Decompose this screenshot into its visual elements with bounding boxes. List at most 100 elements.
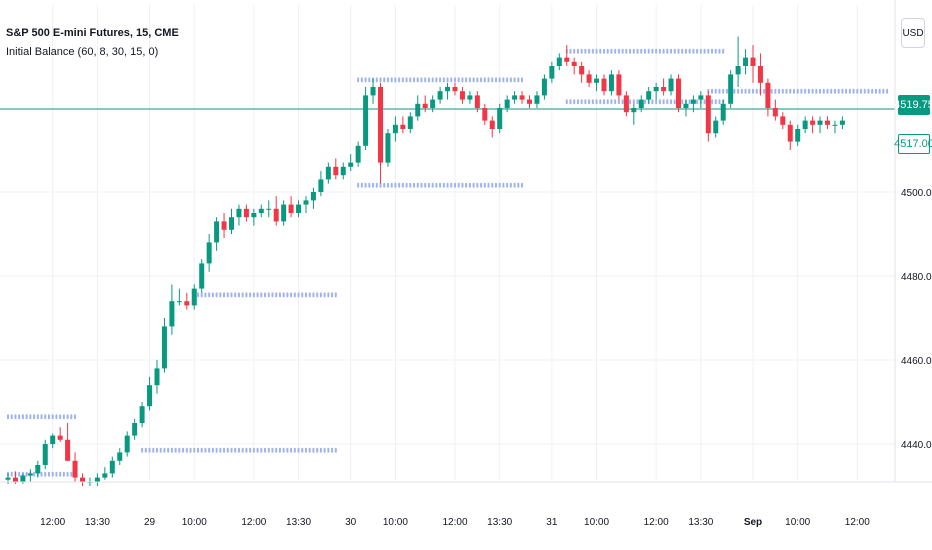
ib-dot bbox=[219, 447, 222, 453]
ib-dot bbox=[833, 88, 836, 94]
ib-dot bbox=[21, 414, 24, 420]
ib-dot bbox=[610, 48, 613, 54]
candle-body bbox=[713, 120, 719, 134]
ib-dot bbox=[431, 77, 434, 83]
ib-dot bbox=[375, 182, 378, 188]
ib-dot bbox=[357, 182, 360, 188]
candle-body bbox=[161, 326, 167, 369]
ib-dot bbox=[580, 99, 583, 105]
ib-dot bbox=[18, 471, 21, 477]
x-tick-label: 12:00 bbox=[40, 517, 65, 528]
ib-dot bbox=[804, 88, 807, 94]
ib-dot bbox=[245, 292, 248, 298]
ib-dot bbox=[472, 182, 475, 188]
ib-dot bbox=[364, 182, 367, 188]
candle-body bbox=[370, 87, 376, 96]
ib-dot bbox=[33, 471, 36, 477]
ib-dot bbox=[457, 77, 460, 83]
y-tick-label: 4460.00 bbox=[901, 356, 932, 367]
symbol-legend-title[interactable]: S&P 500 E-mini Futures, 15, CME bbox=[6, 27, 179, 39]
ib-dot bbox=[301, 292, 304, 298]
ib-dot bbox=[513, 182, 516, 188]
ib-dot bbox=[364, 77, 367, 83]
ib-dot bbox=[595, 48, 598, 54]
ib-dot bbox=[271, 292, 274, 298]
ib-dot bbox=[278, 292, 281, 298]
ib-dot bbox=[487, 182, 490, 188]
current-price-label: 4517.00 bbox=[894, 134, 932, 154]
candle-body bbox=[154, 368, 160, 386]
ib-dot bbox=[47, 471, 50, 477]
ib-dot bbox=[141, 447, 144, 453]
ib-dot bbox=[848, 88, 851, 94]
ib-dot bbox=[837, 88, 840, 94]
candle-body bbox=[184, 301, 190, 306]
candle-body bbox=[42, 444, 48, 465]
candle-body bbox=[139, 406, 145, 423]
ib-dot bbox=[420, 182, 423, 188]
ib-dot bbox=[617, 99, 620, 105]
ib-dot bbox=[319, 447, 322, 453]
candle-body bbox=[273, 208, 279, 222]
ib-dot bbox=[264, 447, 267, 453]
ib-dot bbox=[200, 447, 203, 453]
ib-dot bbox=[144, 447, 147, 453]
candle-body bbox=[206, 242, 212, 264]
ib-dot bbox=[211, 447, 214, 453]
ib-dot bbox=[614, 99, 617, 105]
ib-dot bbox=[517, 77, 520, 83]
ib-dot bbox=[401, 182, 404, 188]
candle-body bbox=[243, 208, 249, 218]
ib-dot bbox=[386, 182, 389, 188]
ib-dot bbox=[357, 77, 360, 83]
ib-dot bbox=[819, 88, 822, 94]
ib-dot bbox=[200, 292, 203, 298]
ib-dot bbox=[416, 182, 419, 188]
ib-dot bbox=[487, 77, 490, 83]
ib-dot bbox=[62, 414, 65, 420]
ib-dot bbox=[778, 88, 781, 94]
ib-dot bbox=[439, 77, 442, 83]
ib-dot bbox=[189, 447, 192, 453]
ib-dot bbox=[215, 292, 218, 298]
ib-dot bbox=[51, 414, 54, 420]
candle-body bbox=[415, 103, 421, 117]
x-tick-label: Sep bbox=[744, 517, 762, 528]
indicator-legend[interactable]: Initial Balance (60, 8, 30, 15, 0) bbox=[6, 46, 159, 58]
candle-body bbox=[310, 192, 316, 201]
ib-dot bbox=[748, 88, 751, 94]
candle-body bbox=[549, 66, 555, 79]
ib-dot bbox=[316, 447, 319, 453]
ib-dot bbox=[398, 182, 401, 188]
ib-dot bbox=[286, 447, 289, 453]
ib-dot bbox=[148, 447, 151, 453]
ib-dot bbox=[569, 48, 572, 54]
ib-dot bbox=[7, 414, 9, 420]
ib-dot bbox=[431, 182, 434, 188]
ib-dot bbox=[886, 88, 889, 94]
ib-dot bbox=[413, 182, 416, 188]
ib-dot bbox=[632, 99, 635, 105]
ib-dot bbox=[807, 88, 810, 94]
ib-dot bbox=[156, 447, 158, 453]
candle-body bbox=[333, 166, 339, 176]
candle-body bbox=[288, 204, 294, 213]
ib-dot bbox=[18, 414, 21, 420]
candle-body bbox=[676, 78, 681, 108]
candle-body bbox=[661, 87, 667, 92]
ib-dot bbox=[476, 182, 479, 188]
ib-dot bbox=[435, 182, 438, 188]
candle-body bbox=[631, 108, 637, 113]
candle-body bbox=[459, 91, 465, 100]
candle-body bbox=[839, 120, 845, 125]
candle-body bbox=[20, 475, 26, 482]
ib-dot bbox=[297, 292, 300, 298]
ib-dot bbox=[744, 88, 747, 94]
currency-button[interactable]: USD bbox=[901, 18, 925, 48]
ib-dot bbox=[252, 447, 255, 453]
ib-dot bbox=[394, 182, 397, 188]
ib-dot bbox=[580, 48, 583, 54]
ib-dot bbox=[286, 292, 289, 298]
ib-dot bbox=[256, 292, 259, 298]
